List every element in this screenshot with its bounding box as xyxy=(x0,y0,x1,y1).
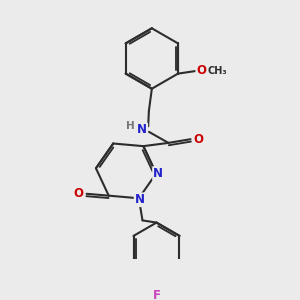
Text: N: N xyxy=(137,124,147,136)
Text: N: N xyxy=(135,193,145,206)
Text: O: O xyxy=(196,64,206,77)
Text: O: O xyxy=(193,133,203,146)
Text: F: F xyxy=(152,290,160,300)
Text: N: N xyxy=(153,167,163,180)
Text: CH₃: CH₃ xyxy=(208,66,227,76)
Text: O: O xyxy=(74,187,83,200)
Text: H: H xyxy=(126,121,135,130)
